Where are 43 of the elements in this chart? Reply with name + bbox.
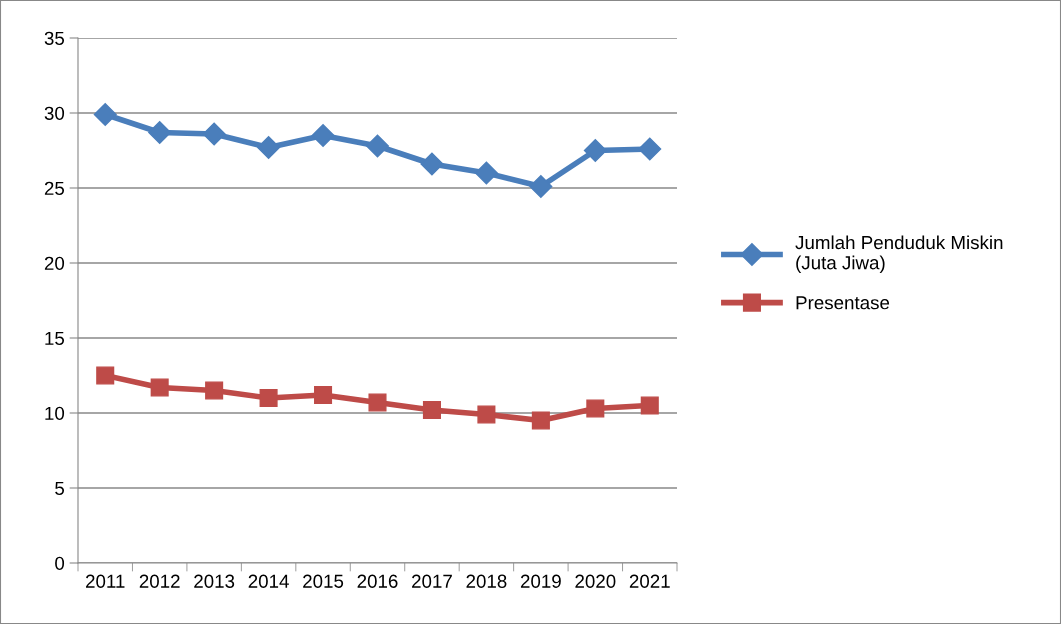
point (148, 121, 172, 144)
x-tick-label: 2011 (86, 574, 125, 588)
x-tick-label: 2012 (139, 574, 180, 588)
y-tick-label: 0 (55, 556, 65, 570)
point (202, 122, 226, 146)
point (96, 366, 115, 385)
point (257, 136, 281, 159)
point (477, 405, 496, 424)
y-tick-label: 15 (45, 331, 65, 345)
y-tick-label: 35 (44, 31, 65, 45)
point (366, 134, 389, 158)
point (93, 103, 117, 126)
point (640, 396, 659, 415)
x-tick-label: 2015 (303, 574, 344, 588)
point (368, 393, 387, 412)
point (529, 175, 553, 198)
y-tick-label: 5 (55, 481, 65, 495)
y-tick-label: 10 (45, 406, 65, 420)
point (474, 161, 498, 185)
point (150, 378, 169, 397)
y-tick-label: 30 (44, 106, 65, 120)
x-tick-label: 2017 (412, 574, 452, 588)
x-tick-label: 2014 (248, 574, 289, 588)
y-tick-label: 25 (44, 181, 65, 195)
point (311, 124, 335, 147)
x-tick-label: 2020 (575, 574, 616, 588)
point (583, 139, 607, 162)
legend-label: Presentase (796, 296, 890, 310)
legend-label: Jumlah Penduduk Miskin (Juta Jiwa) (795, 235, 1003, 274)
x-tick-label: 2019 (520, 574, 561, 588)
point (420, 152, 444, 176)
x-tick-label: 2018 (466, 574, 507, 588)
point (531, 411, 550, 430)
point (586, 399, 605, 418)
x-tick-label: 2021 (629, 574, 670, 588)
y-tick-label: 20 (44, 256, 65, 270)
point (422, 400, 441, 420)
x-tick-label: 2013 (194, 574, 235, 588)
point (314, 385, 333, 405)
point (638, 137, 662, 161)
point (205, 381, 224, 400)
point (259, 388, 278, 408)
x-tick-label: 2016 (357, 574, 398, 588)
